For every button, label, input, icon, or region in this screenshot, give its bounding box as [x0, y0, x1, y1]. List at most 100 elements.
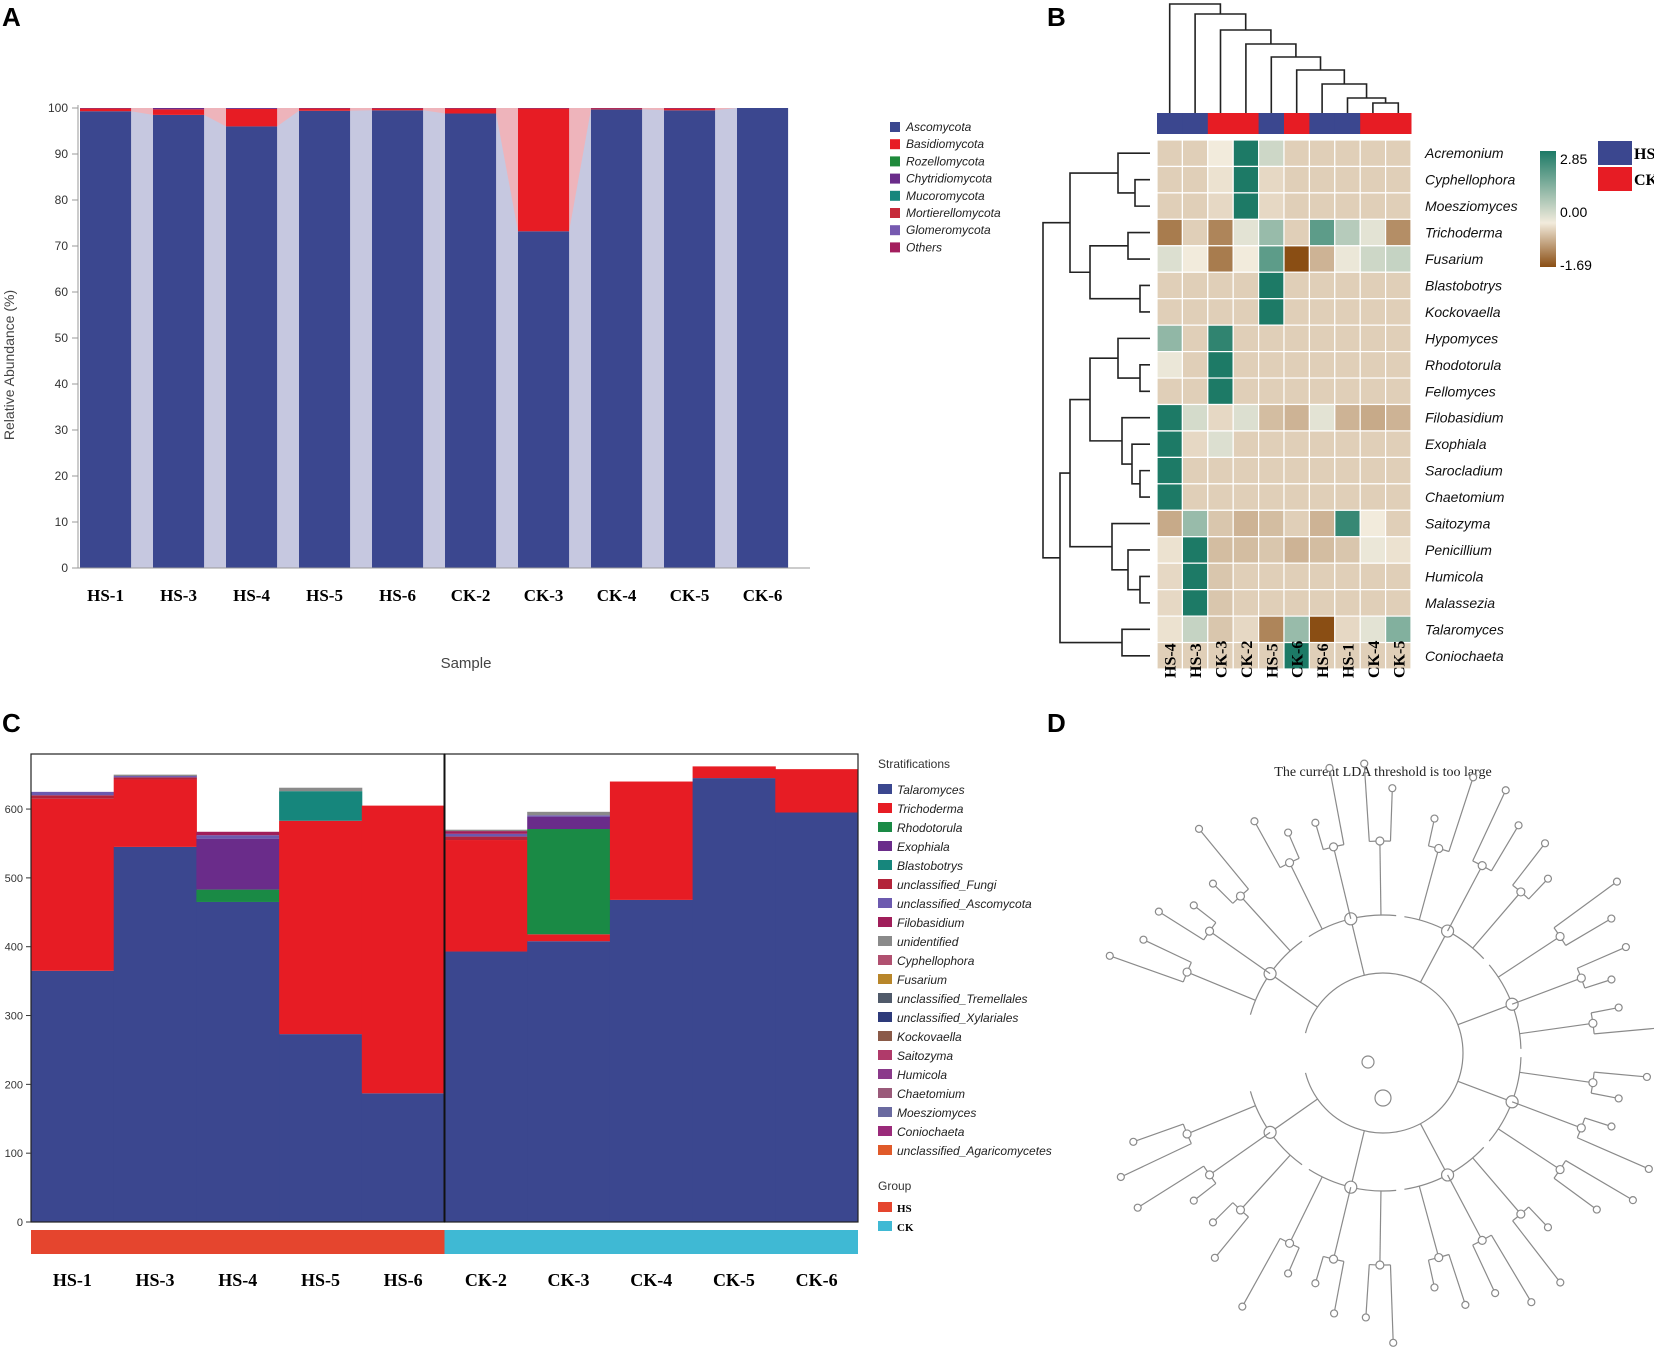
row-label-coniochaeta: Coniochaeta	[1425, 648, 1504, 664]
panel-label-a: A	[2, 2, 21, 32]
heatmap-cell-hypomyces-hs-5	[1257, 324, 1285, 353]
legend-swatch-chaetomium	[878, 1088, 892, 1098]
legend-swatch-exophiala	[878, 841, 892, 851]
bar-ascomycota-ck-3	[518, 231, 570, 568]
bar-filobasidium-hs-4	[196, 831, 280, 836]
legend-swatch-trichoderma	[878, 803, 892, 813]
clade-node	[1434, 843, 1444, 854]
clade-leaf	[1311, 1279, 1320, 1288]
clade-leaf-branch	[1193, 1182, 1217, 1202]
x-tick-label-hs-1: HS-1	[53, 1270, 92, 1290]
heatmap-cell-kockovaella-ck-2	[1232, 298, 1260, 326]
heatmap-cell-fellomyces-ck-5	[1384, 377, 1412, 406]
clade-leaf	[1194, 824, 1204, 833]
clade-branch	[1511, 977, 1582, 1005]
clade-leaf	[1210, 1253, 1219, 1262]
clade-leaf-branch	[1577, 946, 1627, 969]
panel-b-heatmap: Acremonium Cyphellophora Moesziomyces Trich…	[1042, 3, 1654, 678]
clade-leaf	[1208, 1218, 1218, 1227]
panel-b-column-labels: HS-4 HS-3 CK-3 CK-2 HS-5 CK-6 HS-6 HS-1 CK-4 CK-5	[1163, 641, 1409, 678]
bar-filobasidium-ck-2	[444, 831, 528, 834]
bar-ascomycota-ck-5	[664, 110, 716, 569]
bar-ascomycota-ck-2	[445, 113, 497, 569]
heatmap-cell-fusarium-hs-1	[1334, 245, 1361, 273]
heatmap-cell-humicola-ck-4	[1359, 562, 1387, 591]
heatmap-cell-filobasidium-hs-3	[1181, 403, 1209, 432]
row-label-malassezia: Malassezia	[1425, 595, 1495, 611]
clade-leaf	[1389, 1338, 1398, 1347]
legend-swatch-humicola	[878, 1069, 892, 1079]
heatmap-cell-fellomyces-ck-3	[1207, 377, 1234, 406]
clade-leaf	[1614, 1094, 1623, 1103]
heatmap-cell-fellomyces-hs-5	[1257, 377, 1285, 406]
heatmap-cell-penicillium-hs-4	[1156, 536, 1183, 564]
legend-label-glomeromycota: Glomeromycota	[906, 223, 991, 237]
heatmap-cell-blastobotrys-hs-3	[1181, 271, 1209, 300]
heatmap-cell-moesziomyces-hs-4	[1156, 192, 1183, 220]
heatmap-cell-kockovaella-hs-1	[1334, 298, 1361, 326]
heatmap-cell-sarocladium-ck-4	[1359, 456, 1387, 485]
gap-band	[715, 108, 737, 568]
heatmap-cell-coniochaeta-ck-3	[1207, 641, 1234, 670]
heatmap-cell-saitozyma-hs-5	[1257, 509, 1285, 538]
heatmap-cell-trichoderma-hs-3	[1181, 218, 1209, 247]
heatmap-cell-cyphellophora-ck-4	[1359, 165, 1387, 194]
heatmap-cell-sarocladium-ck-6	[1283, 456, 1310, 485]
row-label-blastobotrys: Blastobotrys	[1425, 277, 1502, 293]
panel-d-message: The current LDA threshold is too large	[1274, 765, 1491, 780]
heatmap-cell-rhodotorula-hs-4	[1156, 351, 1183, 379]
heatmap-cell-penicillium-hs-5	[1257, 536, 1285, 564]
bar-basidiomycota-ck-2	[445, 108, 497, 114]
clade-branch	[1186, 1105, 1256, 1135]
heatmap-cell-malassezia-hs-5	[1257, 589, 1285, 617]
group-bar-ck-3	[1207, 113, 1234, 134]
row-merge	[1111, 522, 1150, 571]
heatmap-cell-trichoderma-ck-4	[1359, 218, 1387, 247]
row-label-fellomyces: Fellomyces	[1425, 383, 1496, 399]
group-legend-swatch-ck	[878, 1221, 892, 1231]
heatmap-cell-cyphellophora-ck-2	[1232, 165, 1260, 194]
heatmap-cell-chaetomium-hs-6	[1308, 483, 1336, 511]
clade-leaf-branch	[1448, 1254, 1466, 1306]
row-merge	[1042, 221, 1070, 559]
clade-node	[1375, 1260, 1385, 1270]
heatmap-cell-coniochaeta-hs-6	[1308, 641, 1336, 670]
heatmap-cell-rhodotorula-ck-5	[1384, 351, 1412, 379]
clade-leaf-branch	[1158, 911, 1204, 941]
bar-ascomycota-ck-6	[737, 108, 789, 568]
heatmap-cell-hypomyces-ck-3	[1207, 324, 1234, 353]
heatmap-cell-chaetomium-ck-6	[1283, 483, 1310, 511]
heatmap-cell-blastobotrys-ck-6	[1283, 271, 1310, 300]
panel-c-marks	[31, 766, 859, 1222]
clade-branch	[1447, 1174, 1483, 1241]
row-label-hypomyces: Hypomyces	[1425, 330, 1498, 346]
row-merge	[1139, 469, 1150, 498]
clade-arc	[1304, 972, 1464, 1134]
panel-a-y-axis-label: Relative Abundance (%)	[1, 290, 17, 440]
heatmap-cell-kockovaella-ck-4	[1359, 298, 1387, 326]
clade-branch	[1472, 891, 1522, 949]
heatmap-cell-filobasidium-ck-4	[1359, 403, 1387, 432]
heatmap-cell-talaromyces-ck-5	[1384, 615, 1412, 644]
legend-label-kockovaella: Kockovaella	[897, 1030, 962, 1044]
bar-talaromyces-ck-6	[775, 812, 859, 1222]
x-tick-label-ck-4: CK-4	[630, 1270, 672, 1290]
legend-swatch-ascomycota	[890, 122, 900, 132]
heatmap-cell-penicillium-ck-3	[1207, 536, 1234, 564]
heatmap-cell-talaromyces-hs-3	[1181, 615, 1209, 644]
heatmap-cell-moesziomyces-hs-1	[1334, 192, 1361, 220]
transition-band	[423, 108, 445, 114]
heatmap-cell-humicola-hs-1	[1334, 562, 1361, 591]
heatmap-cell-kockovaella-ck-3	[1207, 298, 1234, 326]
legend-label-humicola: Humicola	[897, 1068, 947, 1082]
legend-label-fusarium: Fusarium	[897, 973, 947, 987]
clade-leaf	[1592, 1205, 1601, 1214]
group-legend-label-ck: CK	[897, 1222, 914, 1234]
x-tick-label-ck-6: CK-6	[743, 586, 783, 605]
heatmap-cell-fellomyces-hs-6	[1308, 377, 1336, 406]
color-scale-bar	[1540, 151, 1556, 267]
bar-ascomycota-hs-6	[372, 110, 424, 569]
clade-leaf-branch	[1287, 1247, 1300, 1274]
heatmap-cell-blastobotrys-hs-4	[1156, 271, 1183, 300]
clade-node	[1477, 861, 1487, 871]
